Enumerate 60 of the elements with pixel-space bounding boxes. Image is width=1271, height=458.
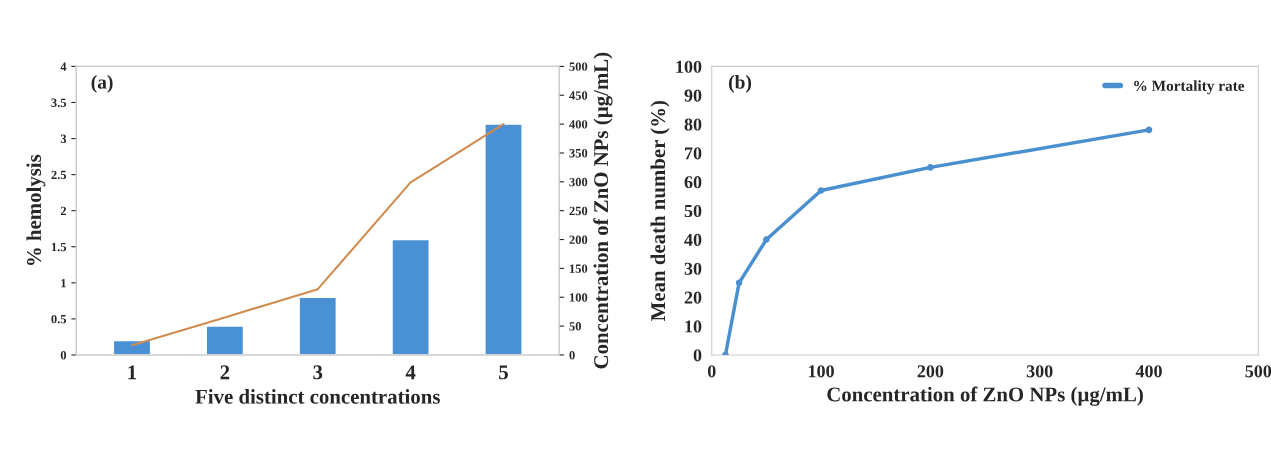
y-tick-label: 4: [60, 62, 67, 71]
y2-tick-label: 250: [569, 206, 588, 216]
y2-tick-label: 150: [569, 264, 588, 273]
x-tick-label: 0: [707, 365, 716, 378]
point: [927, 164, 934, 171]
y-axis-title: % hemolysis: [26, 154, 46, 265]
y-tick-label: 3: [60, 134, 67, 143]
x-tick-label: 1: [128, 365, 137, 380]
point: [735, 279, 743, 287]
y-tick-label: 90: [684, 89, 702, 102]
x-axis-title: Concentration of ZnO NPs (µg/mL): [827, 386, 1143, 406]
y-tick-label: 70: [685, 147, 702, 160]
y2-tick-label: 300: [569, 177, 588, 187]
y-axis-title: Mean death number (%): [650, 100, 670, 321]
y2-tick-label: 350: [569, 149, 588, 158]
point: [763, 236, 770, 243]
y-tick-label: 100: [676, 60, 702, 73]
x-tick-label: 200: [917, 365, 944, 378]
x-tick-label: 5: [499, 365, 508, 380]
x-tick-label: 300: [1026, 365, 1053, 378]
y-tick-label: 0: [693, 349, 702, 362]
y-tick-label: 3.5: [51, 98, 67, 107]
x-tick-label: 400: [1135, 365, 1162, 378]
point: [817, 187, 825, 194]
annotation: (a): [91, 75, 113, 93]
y-tick-label: 2.5: [51, 170, 67, 180]
y-tick-label: 0.5: [51, 314, 67, 324]
y2-tick-label: 500: [569, 62, 588, 71]
x-axis-title: Five distinct concentrations: [195, 389, 440, 404]
y-tick-label: 80: [684, 118, 702, 131]
y-tick-label: 40: [684, 233, 702, 246]
line-series: [130, 123, 505, 347]
legend-label: % Mortality rate: [1134, 80, 1245, 95]
x-tick-label: 500: [1245, 365, 1271, 378]
y-tick-label: 0: [60, 350, 67, 360]
annotation: (b): [729, 75, 752, 93]
bar: [205, 325, 245, 355]
y2-tick-label: 450: [569, 91, 588, 100]
y2-tick-label: 0: [569, 350, 575, 360]
y2-axis-title: Concentration of ZnO NPs (µg/mL): [593, 52, 613, 369]
point: [1145, 126, 1153, 134]
bar: [298, 296, 338, 355]
x-tick-label: 4: [405, 365, 416, 380]
x-tick-label: 2: [220, 365, 230, 380]
y2-tick-label: 50: [569, 322, 581, 331]
y2-tick-label: 100: [569, 293, 588, 302]
y-tick-label: 1: [61, 278, 66, 288]
y2-tick-label: 400: [569, 120, 588, 129]
y-tick-label: 50: [684, 204, 702, 218]
x-tick-label: 3: [313, 365, 323, 380]
bar: [391, 238, 430, 355]
y-tick-label: 2: [60, 206, 66, 216]
y-tick-label: 60: [684, 176, 702, 189]
y-tick-label: 1.5: [51, 242, 67, 252]
y-tick-label: 10: [685, 320, 702, 333]
bar: [484, 123, 523, 355]
x-tick-label: 100: [808, 365, 834, 378]
y-tick-label: 30: [684, 262, 702, 275]
y-tick-label: 20: [684, 291, 702, 304]
y2-tick-label: 200: [569, 235, 588, 244]
